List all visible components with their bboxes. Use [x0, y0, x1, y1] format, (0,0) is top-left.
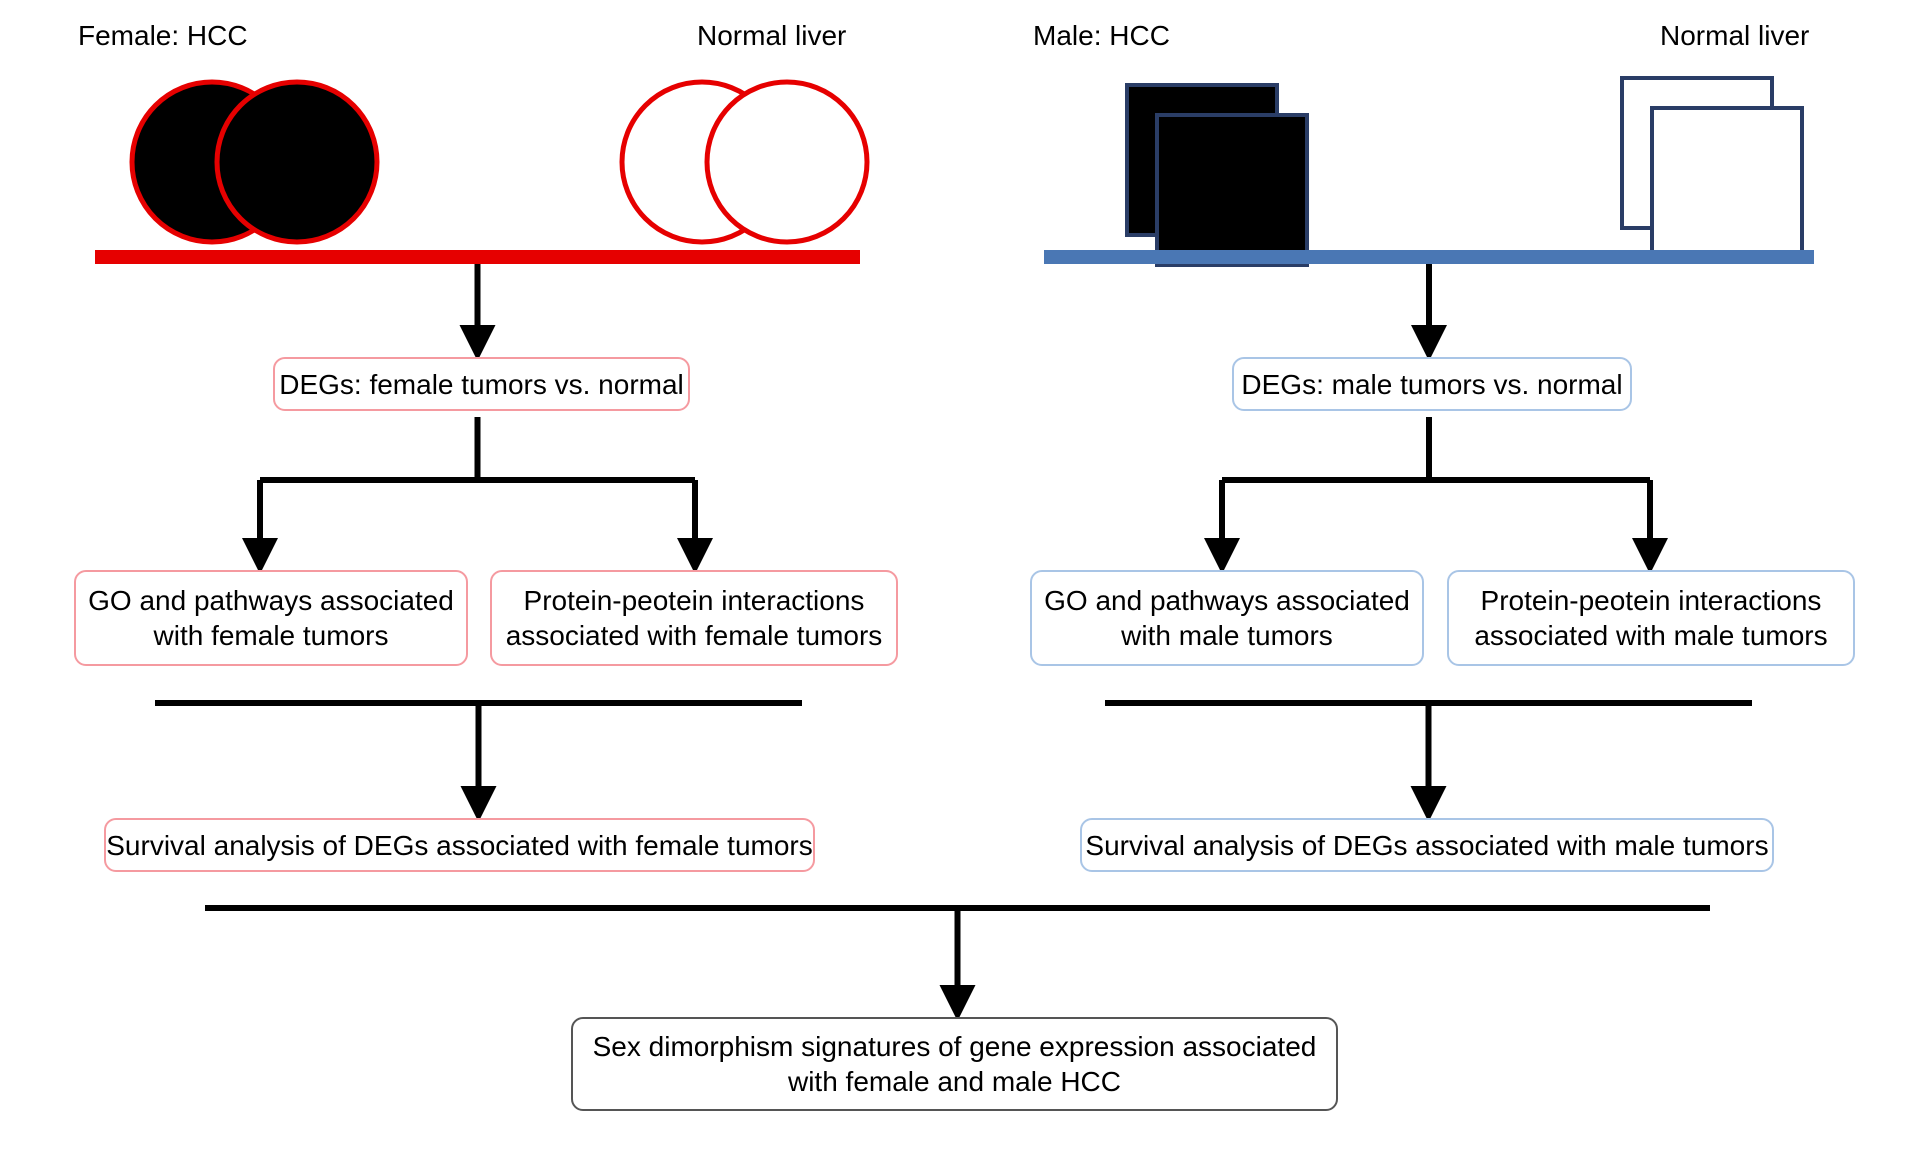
female-go-line1: GO and pathways associated	[88, 583, 454, 618]
female-survival-box: Survival analysis of DEGs associated wit…	[104, 818, 815, 872]
final-line1: Sex dimorphism signatures of gene expres…	[593, 1029, 1317, 1064]
male-survival-text: Survival analysis of DEGs associated wit…	[1085, 828, 1768, 863]
female-degs-box: DEGs: female tumors vs. normal	[273, 357, 690, 411]
male-ppi-box: Protein-peotein interactions associated …	[1447, 570, 1855, 666]
male-hcc-label: Male: HCC	[1033, 20, 1170, 52]
female-survival-text: Survival analysis of DEGs associated wit…	[106, 828, 813, 863]
female-go-pathways-box: GO and pathways associated with female t…	[74, 570, 468, 666]
male-normal-label: Normal liver	[1660, 20, 1809, 52]
male-ppi-line1: Protein-peotein interactions	[1474, 583, 1827, 618]
final-output-box: Sex dimorphism signatures of gene expres…	[571, 1017, 1338, 1111]
final-line2: with female and male HCC	[593, 1064, 1317, 1099]
male-ppi-line2: associated with male tumors	[1474, 618, 1827, 653]
female-ppi-line2: associated with female tumors	[506, 618, 883, 653]
female-ppi-box: Protein-peotein interactions associated …	[490, 570, 898, 666]
male-go-line1: GO and pathways associated	[1044, 583, 1410, 618]
male-degs-text: DEGs: male tumors vs. normal	[1241, 367, 1622, 402]
male-go-pathways-box: GO and pathways associated with male tum…	[1030, 570, 1424, 666]
female-go-line2: with female tumors	[88, 618, 454, 653]
male-go-line2: with male tumors	[1044, 618, 1410, 653]
female-normal-label: Normal liver	[697, 20, 846, 52]
female-ppi-line1: Protein-peotein interactions	[506, 583, 883, 618]
male-degs-box: DEGs: male tumors vs. normal	[1232, 357, 1632, 411]
female-hcc-label: Female: HCC	[78, 20, 248, 52]
male-survival-box: Survival analysis of DEGs associated wit…	[1080, 818, 1774, 872]
female-degs-text: DEGs: female tumors vs. normal	[279, 367, 684, 402]
